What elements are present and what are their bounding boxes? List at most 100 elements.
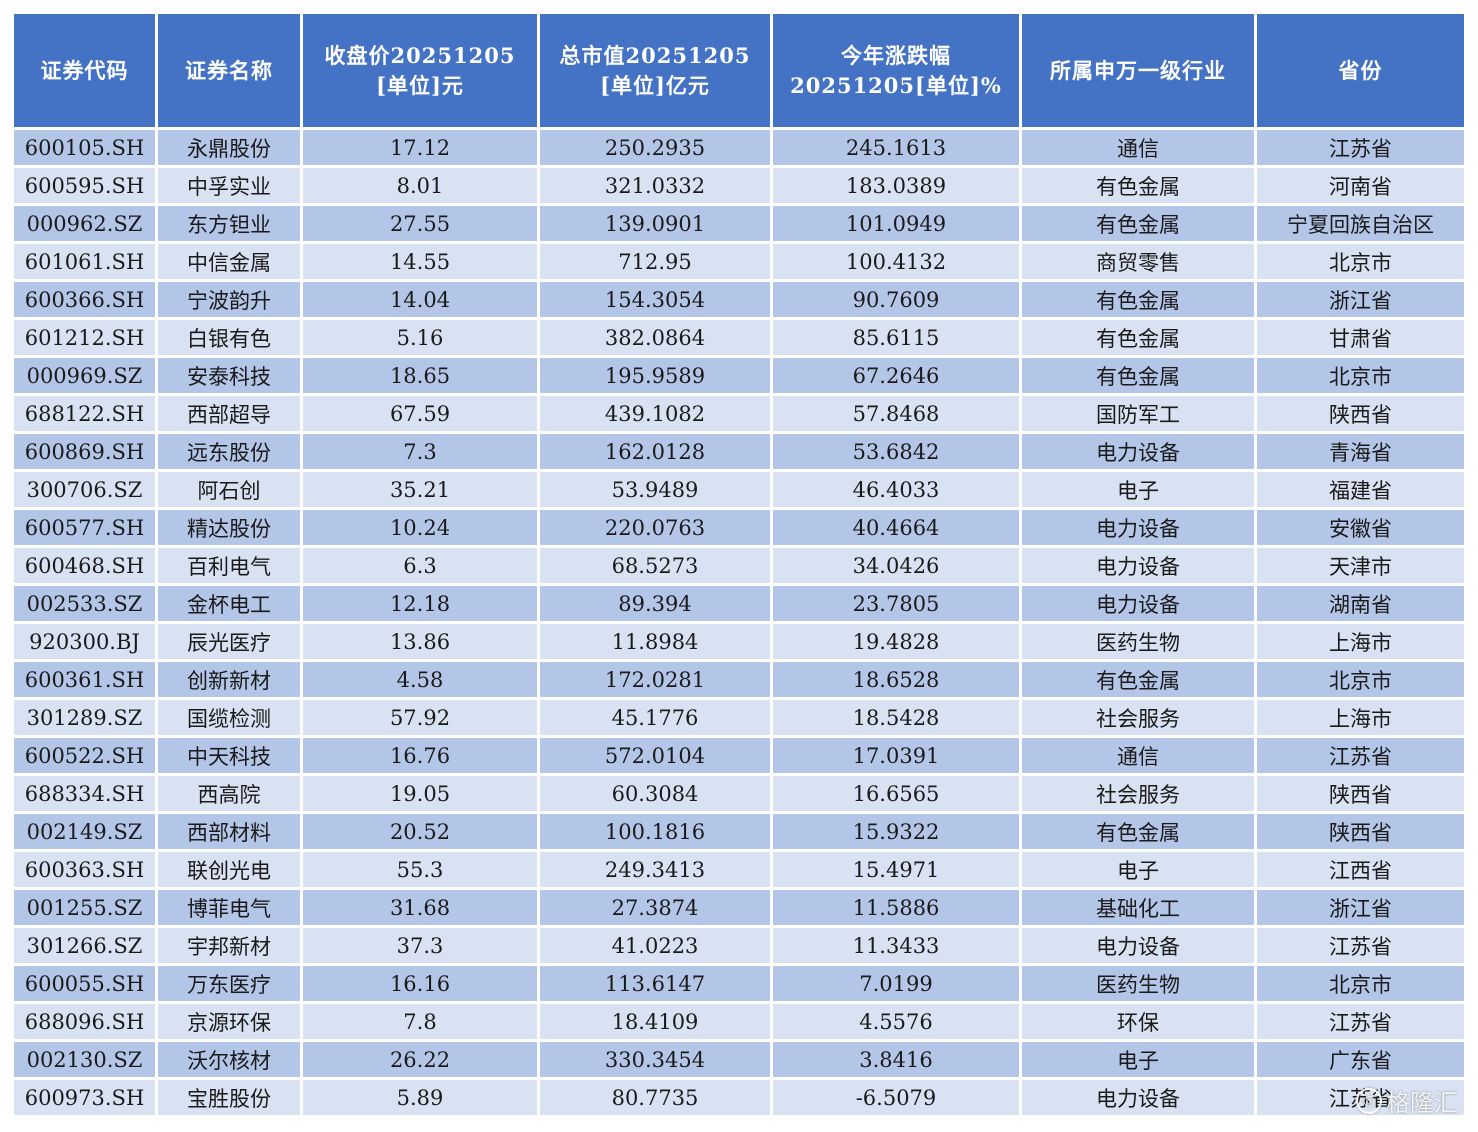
table-cell: 220.0763 xyxy=(540,510,770,545)
column-header-line: 今年涨跌幅 xyxy=(841,42,951,68)
table-cell: 250.2935 xyxy=(540,130,770,165)
table-cell: 上海市 xyxy=(1257,700,1464,735)
table-row: 002130.SZ 沃尔核材 26.22 330.3454 3.8416 电子 广东省 xyxy=(14,1042,1464,1077)
table-cell: 11.8984 xyxy=(540,624,770,659)
table-cell: 600361.SH xyxy=(14,662,155,697)
table-cell: 有色金属 xyxy=(1022,206,1254,241)
table-cell: 上海市 xyxy=(1257,624,1464,659)
table-cell: 19.05 xyxy=(303,776,537,811)
table-cell: 68.5273 xyxy=(540,548,770,583)
table-cell: 万东医疗 xyxy=(158,966,300,1001)
table-cell: 600869.SH xyxy=(14,434,155,469)
table-cell: 创新新材 xyxy=(158,662,300,697)
table-row: 601212.SH 白银有色 5.16 382.0864 85.6115 有色金属 甘肃省 xyxy=(14,320,1464,355)
table-cell: 福建省 xyxy=(1257,472,1464,507)
table-cell: 002130.SZ xyxy=(14,1042,155,1077)
table-cell: 远东股份 xyxy=(158,434,300,469)
table-cell: 国防军工 xyxy=(1022,396,1254,431)
table-cell: 国缆检测 xyxy=(158,700,300,735)
table-cell: 江苏省 xyxy=(1257,130,1464,165)
table-cell: 宁夏回族自治区 xyxy=(1257,206,1464,241)
table-cell: 辰光医疗 xyxy=(158,624,300,659)
table-cell: 16.16 xyxy=(303,966,537,1001)
stock-table: 证券代码 证券名称 收盘价20251205 [单位]元 总市值20251205 [单位]亿… xyxy=(11,11,1467,1118)
header-row: 证券代码 证券名称 收盘价20251205 [单位]元 总市值20251205 [单位]亿… xyxy=(14,14,1464,127)
table-cell: 688096.SH xyxy=(14,1004,155,1039)
table-cell: 67.59 xyxy=(303,396,537,431)
table-cell: 23.7805 xyxy=(773,586,1019,621)
table-cell: 江西省 xyxy=(1257,852,1464,887)
table-cell: 572.0104 xyxy=(540,738,770,773)
table-cell: 000969.SZ xyxy=(14,358,155,393)
table-row: 001255.SZ 博菲电气 31.68 27.3874 11.5886 基础化工 浙江省 xyxy=(14,890,1464,925)
table-cell: 53.9489 xyxy=(540,472,770,507)
table-cell: 34.0426 xyxy=(773,548,1019,583)
table-cell: 7.8 xyxy=(303,1004,537,1039)
table-cell: 40.4664 xyxy=(773,510,1019,545)
table-cell: 600973.SH xyxy=(14,1080,155,1115)
table-cell: 300706.SZ xyxy=(14,472,155,507)
table-cell: 电力设备 xyxy=(1022,586,1254,621)
column-header: 收盘价20251205 [单位]元 xyxy=(303,14,537,127)
table-row: 300706.SZ 阿石创 35.21 53.9489 46.4033 电子 福建省 xyxy=(14,472,1464,507)
table-row: 600361.SH 创新新材 4.58 172.0281 18.6528 有色金属 北京市 xyxy=(14,662,1464,697)
table-cell: 002149.SZ xyxy=(14,814,155,849)
table-cell: 阿石创 xyxy=(158,472,300,507)
table-cell: 000962.SZ xyxy=(14,206,155,241)
table-row: 600973.SH 宝胜股份 5.89 80.7735 -6.5079 电力设备 江苏省 xyxy=(14,1080,1464,1115)
table-cell: 北京市 xyxy=(1257,662,1464,697)
table-cell: 中信金属 xyxy=(158,244,300,279)
table-cell: 京源环保 xyxy=(158,1004,300,1039)
table-cell: 中天科技 xyxy=(158,738,300,773)
table-row: 600363.SH 联创光电 55.3 249.3413 15.4971 电子 江西省 xyxy=(14,852,1464,887)
table-cell: 18.4109 xyxy=(540,1004,770,1039)
table-cell: 中孚实业 xyxy=(158,168,300,203)
table-cell: 8.01 xyxy=(303,168,537,203)
table-cell: 医药生物 xyxy=(1022,966,1254,1001)
table-cell: 55.3 xyxy=(303,852,537,887)
table-row: 688334.SH 西高院 19.05 60.3084 16.6565 社会服务 陕西省 xyxy=(14,776,1464,811)
table-cell: 113.6147 xyxy=(540,966,770,1001)
table-cell: 301266.SZ xyxy=(14,928,155,963)
table-cell: 浙江省 xyxy=(1257,282,1464,317)
stock-table-container: 证券代码 证券名称 收盘价20251205 [单位]元 总市值20251205 [单位]亿… xyxy=(14,14,1464,1115)
table-cell: 001255.SZ xyxy=(14,890,155,925)
column-header: 今年涨跌幅 20251205[单位]% xyxy=(773,14,1019,127)
table-cell: 电力设备 xyxy=(1022,548,1254,583)
table-cell: 139.0901 xyxy=(540,206,770,241)
column-header-line: 证券名称 xyxy=(185,57,273,83)
table-cell: 永鼎股份 xyxy=(158,130,300,165)
column-header-line: [单位]亿元 xyxy=(600,72,710,98)
table-cell: 电子 xyxy=(1022,472,1254,507)
table-cell: 有色金属 xyxy=(1022,814,1254,849)
table-cell: 精达股份 xyxy=(158,510,300,545)
table-cell: 85.6115 xyxy=(773,320,1019,355)
table-cell: 电力设备 xyxy=(1022,434,1254,469)
table-cell: 有色金属 xyxy=(1022,358,1254,393)
table-row: 301266.SZ 宇邦新材 37.3 41.0223 11.3433 电力设备 江苏省 xyxy=(14,928,1464,963)
table-cell: 002533.SZ xyxy=(14,586,155,621)
table-cell: 东方钽业 xyxy=(158,206,300,241)
table-cell: 安泰科技 xyxy=(158,358,300,393)
table-cell: 195.9589 xyxy=(540,358,770,393)
table-cell: 14.55 xyxy=(303,244,537,279)
table-cell: 18.5428 xyxy=(773,700,1019,735)
watermark: ◎ 格隆汇 xyxy=(1356,1083,1458,1118)
table-cell: 河南省 xyxy=(1257,168,1464,203)
table-cell: 宝胜股份 xyxy=(158,1080,300,1115)
table-cell: 53.6842 xyxy=(773,434,1019,469)
table-row: 688096.SH 京源环保 7.8 18.4109 4.5576 环保 江苏省 xyxy=(14,1004,1464,1039)
table-cell: 45.1776 xyxy=(540,700,770,735)
table-cell: 154.3054 xyxy=(540,282,770,317)
table-cell: 7.0199 xyxy=(773,966,1019,1001)
table-cell: 600595.SH xyxy=(14,168,155,203)
table-cell: 382.0864 xyxy=(540,320,770,355)
table-cell: 北京市 xyxy=(1257,358,1464,393)
table-cell: 100.4132 xyxy=(773,244,1019,279)
table-cell: 35.21 xyxy=(303,472,537,507)
table-cell: 基础化工 xyxy=(1022,890,1254,925)
table-cell: 环保 xyxy=(1022,1004,1254,1039)
table-cell: 电子 xyxy=(1022,1042,1254,1077)
table-cell: 天津市 xyxy=(1257,548,1464,583)
table-cell: 17.0391 xyxy=(773,738,1019,773)
